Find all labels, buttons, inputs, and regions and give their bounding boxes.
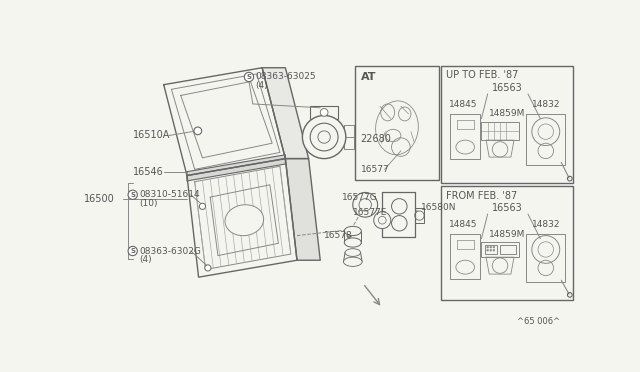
Bar <box>310 106 338 119</box>
Bar <box>481 122 518 140</box>
Bar <box>484 245 497 254</box>
Ellipse shape <box>344 257 362 266</box>
Circle shape <box>490 246 492 248</box>
Polygon shape <box>382 192 415 237</box>
Bar <box>441 66 573 183</box>
Polygon shape <box>486 257 514 274</box>
Circle shape <box>493 246 495 248</box>
Text: (4): (4) <box>139 255 152 264</box>
Circle shape <box>374 212 391 229</box>
Text: 16510A: 16510A <box>132 131 170 141</box>
Text: 14859M: 14859M <box>489 109 525 118</box>
Text: 14845: 14845 <box>449 100 477 109</box>
Text: 16563: 16563 <box>492 83 522 93</box>
Polygon shape <box>527 234 565 282</box>
Ellipse shape <box>344 226 362 235</box>
Polygon shape <box>285 158 320 260</box>
Circle shape <box>320 109 328 116</box>
Text: 14832: 14832 <box>532 100 560 109</box>
Circle shape <box>490 249 492 251</box>
Polygon shape <box>451 114 480 158</box>
Text: 14832: 14832 <box>532 220 560 229</box>
Text: 08310-51614: 08310-51614 <box>139 190 200 199</box>
Text: 16577G: 16577G <box>342 193 378 202</box>
Text: 16577E: 16577E <box>353 208 387 217</box>
Polygon shape <box>187 158 297 277</box>
Circle shape <box>487 249 488 251</box>
Circle shape <box>244 73 253 81</box>
Text: 16580N: 16580N <box>421 203 456 212</box>
Polygon shape <box>262 68 308 158</box>
Text: UP TO FEB. '87: UP TO FEB. '87 <box>446 70 518 80</box>
Circle shape <box>128 190 138 199</box>
Text: 16563: 16563 <box>492 203 522 213</box>
Circle shape <box>194 127 202 135</box>
Circle shape <box>205 265 211 271</box>
Text: 08363-63025: 08363-63025 <box>255 73 316 81</box>
Text: 16546: 16546 <box>132 167 163 177</box>
Ellipse shape <box>225 205 264 236</box>
Text: (4): (4) <box>255 81 268 90</box>
Polygon shape <box>415 208 424 223</box>
Polygon shape <box>451 234 480 279</box>
Text: 22680: 22680 <box>360 134 392 144</box>
Bar <box>441 186 573 300</box>
Text: S: S <box>130 192 135 198</box>
Polygon shape <box>164 68 285 176</box>
Text: ^65 006^: ^65 006^ <box>517 317 561 326</box>
Polygon shape <box>187 155 285 181</box>
Bar <box>500 245 516 254</box>
Text: S: S <box>246 74 252 80</box>
Text: 14859M: 14859M <box>489 230 525 238</box>
Text: S: S <box>130 248 135 254</box>
Circle shape <box>487 246 488 248</box>
Polygon shape <box>527 114 565 165</box>
Circle shape <box>128 246 138 256</box>
Polygon shape <box>486 140 514 157</box>
Circle shape <box>199 203 205 209</box>
Circle shape <box>493 249 495 251</box>
Circle shape <box>303 115 346 158</box>
Text: 16578: 16578 <box>324 231 353 240</box>
Bar <box>355 66 439 180</box>
Text: (10): (10) <box>139 199 157 208</box>
Text: 16500: 16500 <box>84 194 115 203</box>
Text: AT: AT <box>362 72 377 82</box>
Ellipse shape <box>344 238 362 247</box>
Ellipse shape <box>345 249 360 256</box>
Text: 16577: 16577 <box>362 165 390 174</box>
Bar <box>481 242 518 257</box>
Text: 08363-6302G: 08363-6302G <box>139 247 201 256</box>
Text: 14845: 14845 <box>449 220 477 229</box>
Text: FROM FEB. '87: FROM FEB. '87 <box>446 190 517 201</box>
Circle shape <box>353 192 378 217</box>
